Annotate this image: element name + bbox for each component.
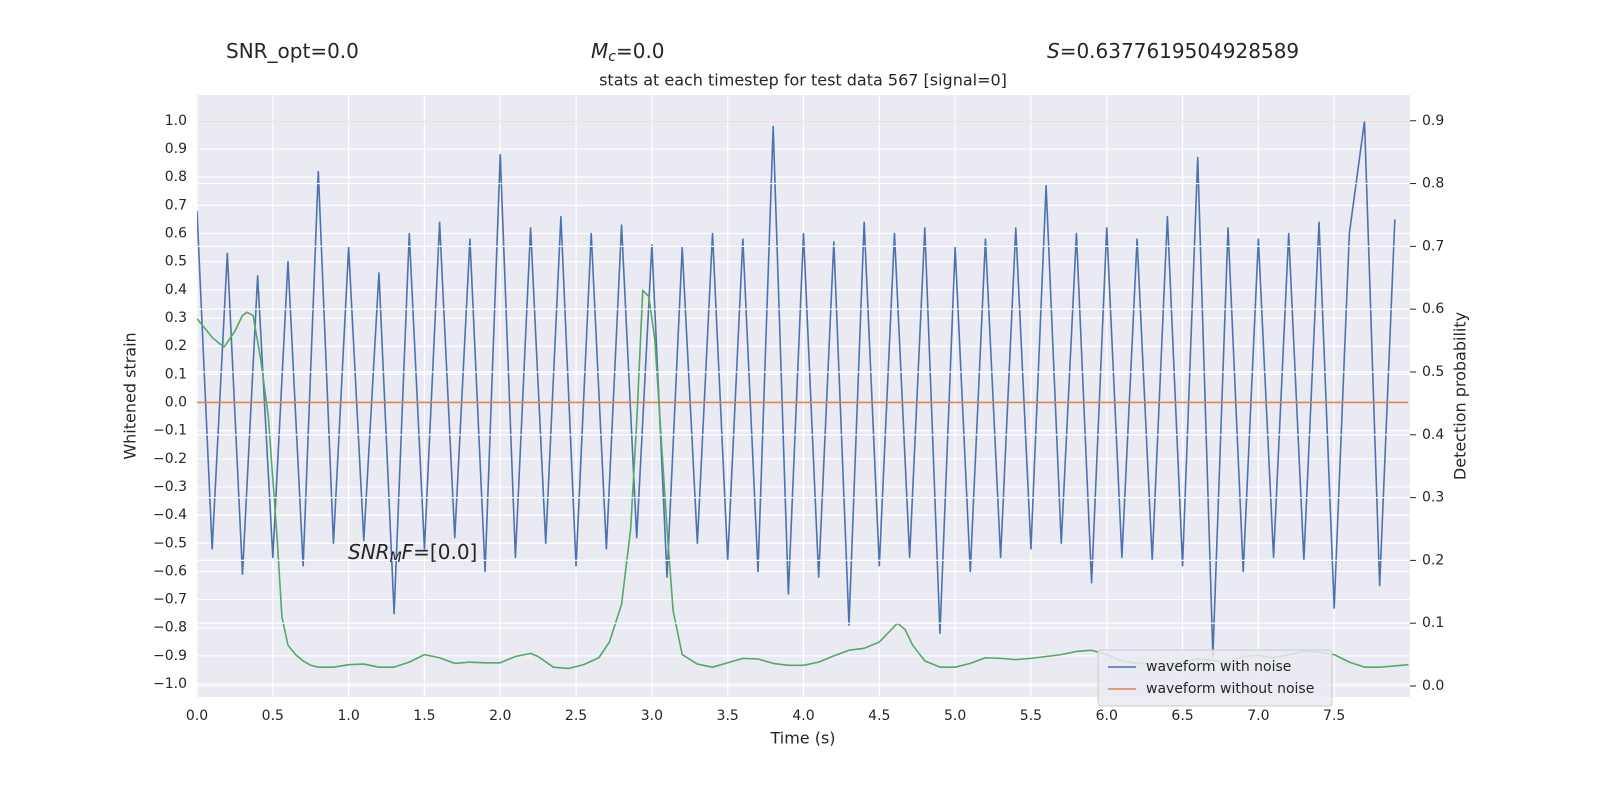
x-tick-label: 6.5 (1171, 708, 1193, 724)
y2-tick-label: 0.0 (1422, 678, 1444, 694)
annotation-part: SNR (348, 540, 390, 564)
annotation-part: =0.0 (616, 39, 665, 63)
y-tick-label: −0.5 (153, 535, 187, 551)
legend: waveform with noise waveform without nois… (1097, 649, 1333, 707)
y-tick-label: 0.0 (165, 394, 187, 410)
x-tick-label: 0.0 (186, 708, 208, 724)
y-tick-label: 1.0 (165, 113, 187, 129)
x-tick-label: 5.5 (1020, 708, 1042, 724)
y-tick-label: −0.9 (153, 648, 187, 664)
x-tick-label: 6.0 (1096, 708, 1118, 724)
x-tick-label: 3.5 (717, 708, 739, 724)
y-axis-label: Whitened strain (121, 332, 140, 459)
y2-tick-label: 0.2 (1422, 552, 1444, 568)
x-tick-label: 2.0 (489, 708, 511, 724)
y-tick-label: −0.4 (153, 507, 187, 523)
y-tick-label: −0.6 (153, 563, 187, 579)
y2-tick-label: 0.9 (1422, 113, 1444, 129)
x-tick-label: 1.0 (337, 708, 359, 724)
x-tick-label: 7.0 (1247, 708, 1269, 724)
legend-label: waveform without noise (1146, 681, 1314, 697)
x-tick-label: 2.5 (565, 708, 587, 724)
x-tick-label: 1.5 (413, 708, 435, 724)
y-tick-label: 0.9 (165, 141, 187, 157)
y2-tick-label: 0.6 (1422, 301, 1444, 317)
y2-axis-label: Detection probability (1451, 312, 1470, 480)
annotation: SNR_opt=0.0 (226, 39, 359, 63)
x-axis-label: Time (s) (769, 729, 835, 748)
annotation: S=0.6377619504928589 (1047, 39, 1299, 63)
legend-label: waveform with noise (1146, 659, 1291, 675)
legend-box (1097, 649, 1333, 707)
annotation: SNRMF=[0.0] (348, 540, 477, 567)
annotation-part: S (1047, 39, 1060, 63)
annotation-part: F (402, 540, 414, 564)
y-tick-label: 0.6 (165, 226, 187, 242)
annotation-part: c (608, 49, 616, 65)
x-tick-label: 0.5 (262, 708, 284, 724)
y-tick-label: −0.8 (153, 620, 187, 636)
y-tick-label: 0.2 (165, 338, 187, 354)
y-tick-label: 0.5 (165, 254, 187, 270)
y-tick-label: −0.2 (153, 451, 187, 467)
y-tick-label: 0.4 (165, 282, 187, 298)
x-tick-label: 4.5 (868, 708, 890, 724)
x-tick-label: 7.5 (1323, 708, 1345, 724)
annotation-part: SNR_opt=0.0 (226, 39, 359, 63)
y2-tick-label: 0.5 (1422, 364, 1444, 380)
x-tick-label: 5.0 (944, 708, 966, 724)
y2-tick-label: 0.3 (1422, 490, 1444, 506)
y-tick-label: 0.3 (165, 310, 187, 326)
y2-tick-label: 0.8 (1422, 176, 1444, 192)
annotation-part: =[0.0] (413, 540, 477, 564)
annotation: Mc=0.0 (591, 39, 665, 66)
y-tick-label: 0.1 (165, 366, 187, 382)
series-line (197, 120, 1396, 657)
x-tick-label: 4.0 (792, 708, 814, 724)
y-tick-label: 0.8 (165, 169, 187, 185)
y-tick-label: −0.3 (153, 479, 187, 495)
y2-tick-label: 0.1 (1422, 615, 1444, 631)
x-tick-label: 3.0 (641, 708, 663, 724)
y-tick-label: 0.7 (165, 197, 187, 213)
annotation-part: M (591, 39, 608, 63)
annotation-part: =0.6377619504928589 (1060, 39, 1299, 63)
annotation-part: M (390, 550, 402, 566)
overlay: waveform with noise waveform without nois… (197, 120, 1416, 707)
y-tick-label: −0.1 (153, 423, 187, 439)
chart-title: stats at each timestep for test data 567… (599, 71, 1007, 90)
y2-tick-label: 0.7 (1422, 238, 1444, 254)
y-tick-label: −1.0 (153, 676, 187, 692)
y2-tick-label: 0.4 (1422, 427, 1444, 443)
y-tick-label: −0.7 (153, 592, 187, 608)
